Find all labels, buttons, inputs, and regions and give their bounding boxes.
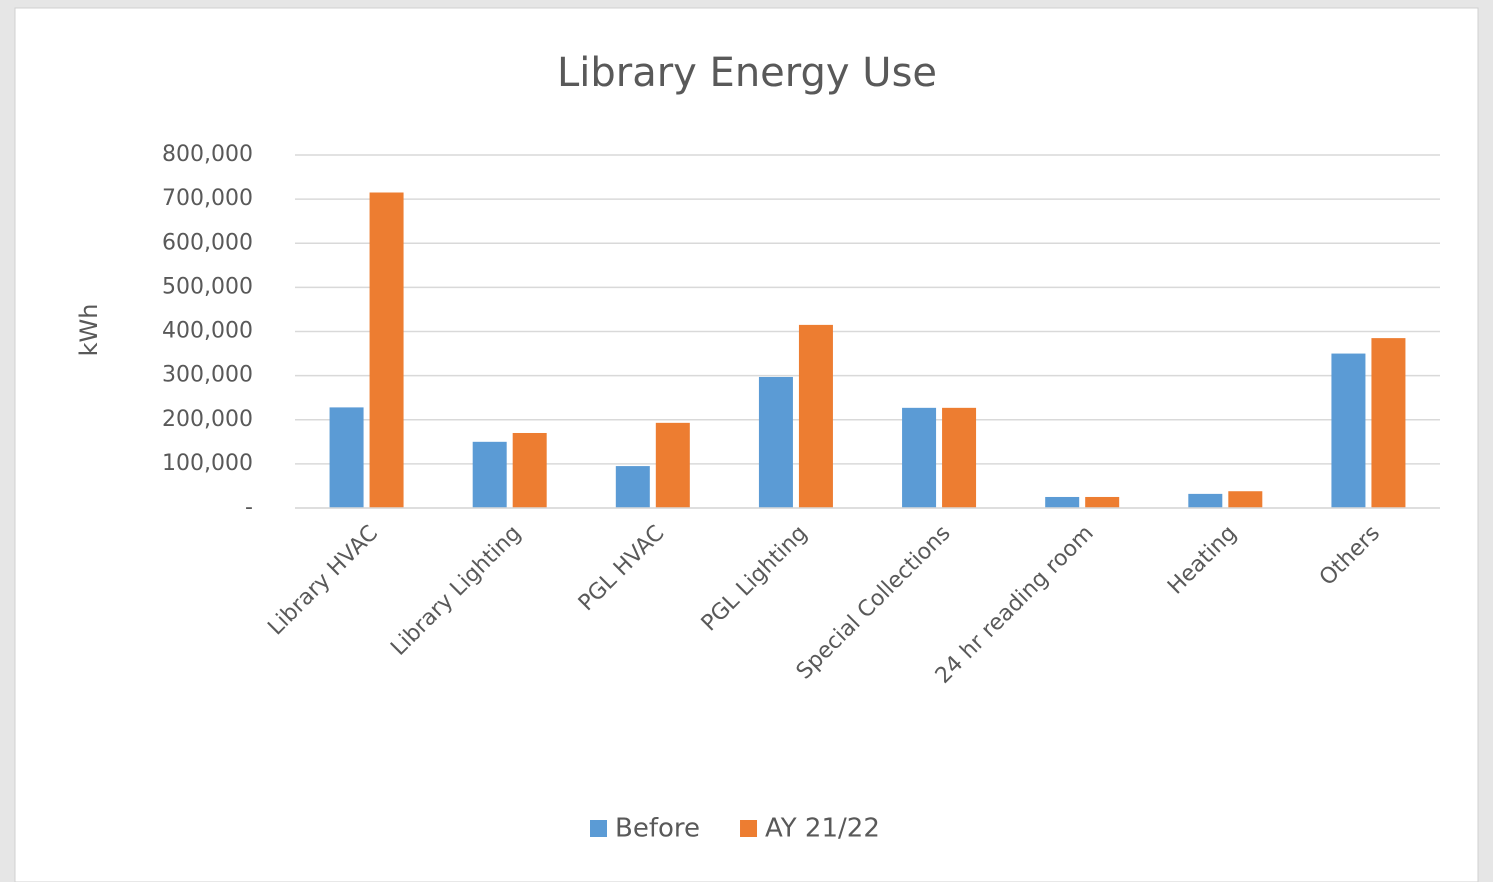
y-tick-label: - [245,495,253,520]
bar [1228,491,1263,508]
bar [329,407,364,508]
bar [512,432,547,508]
bar [1371,338,1406,508]
y-tick-label: 700,000 [162,186,253,211]
y-tick-label: 500,000 [162,274,253,299]
bar [655,422,690,508]
y-tick-label: 300,000 [162,363,253,388]
bar [902,407,937,508]
bar [1085,496,1120,508]
chart-area [14,7,1479,882]
y-tick-label: 600,000 [162,230,253,255]
legend-swatch [590,820,607,837]
bar [942,407,977,508]
y-tick-label: 800,000 [162,142,253,167]
y-tick-label: 100,000 [162,451,253,476]
legend-swatch [740,820,758,837]
bar [798,324,833,508]
bar [615,466,650,508]
bar [1188,493,1223,508]
bar [1045,496,1080,508]
bar [472,441,507,508]
bar [1331,353,1366,508]
bar [758,376,793,508]
chart-title: Library Energy Use [557,50,937,96]
y-tick-label: 200,000 [162,407,253,432]
y-axis-label: kWh [75,304,103,357]
legend-label: AY 21/22 [765,814,880,844]
legend-label: Before [615,814,700,844]
bar [369,192,404,508]
y-tick-label: 400,000 [162,319,253,344]
